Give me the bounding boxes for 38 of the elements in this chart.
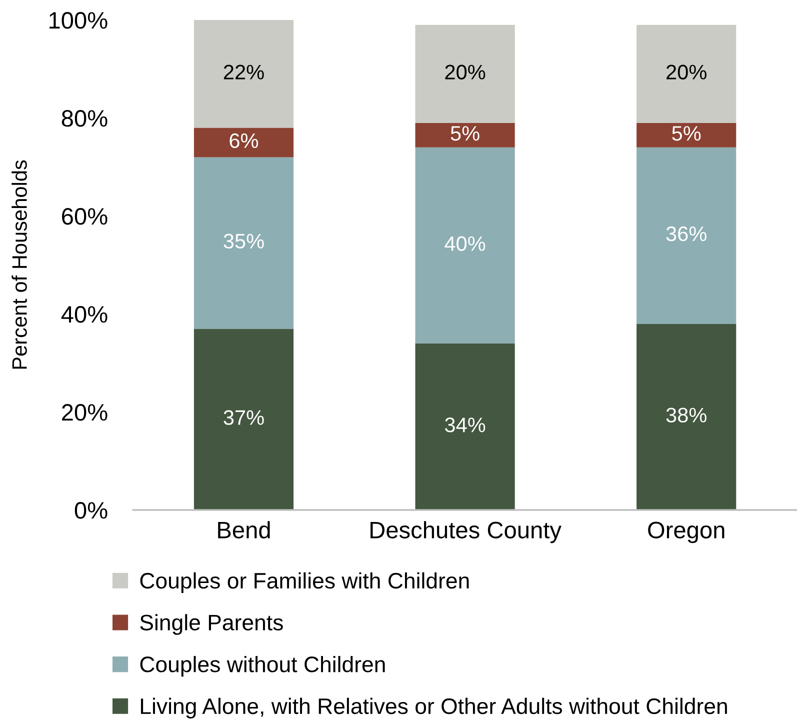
bar	[636, 122, 736, 148]
bar	[415, 343, 515, 510]
data-label: 20%	[666, 64, 706, 80]
y-tick-label: 40%	[61, 306, 108, 323]
x-tick-label: Deschutes County	[370, 521, 562, 544]
data-label: 38%	[666, 408, 706, 422]
data-label: 40%	[444, 236, 486, 251]
y-tick-label: 60%	[62, 208, 108, 225]
x-tick-label: Oregon	[648, 522, 724, 544]
bar	[194, 128, 294, 158]
data-label: 5%	[672, 126, 701, 141]
bar	[636, 24, 736, 123]
bar	[636, 147, 736, 324]
y-tick-label: 20%	[62, 404, 108, 421]
bar	[415, 24, 515, 123]
bar	[415, 147, 515, 344]
bar	[636, 324, 736, 510]
legend-label: Single Parents	[140, 614, 283, 635]
data-label: 37%	[224, 410, 264, 425]
data-label: 22%	[224, 64, 264, 80]
y-axis-title: Percent of Households	[12, 160, 27, 369]
data-label: 35%	[224, 234, 264, 249]
y-tick-label: 100%	[50, 12, 108, 29]
x-tick-label: Bend	[218, 521, 270, 538]
data-label: 20%	[445, 64, 486, 80]
bar	[194, 157, 294, 329]
y-tick-label: 80%	[62, 110, 108, 127]
legend-label: Living Alone, with Relatives or Other Adults without Children	[140, 698, 727, 719]
bar	[194, 328, 294, 510]
y-tick-label: 0%	[74, 502, 108, 519]
data-label: 5%	[450, 126, 480, 141]
data-label: 36%	[666, 226, 706, 242]
legend-label: Couples or Families with Children	[140, 572, 469, 594]
data-label: 34%	[444, 418, 486, 432]
legend-label: Couples without Children	[140, 656, 385, 677]
bar	[415, 122, 515, 148]
data-label: 6%	[230, 133, 258, 148]
bar	[194, 20, 294, 128]
